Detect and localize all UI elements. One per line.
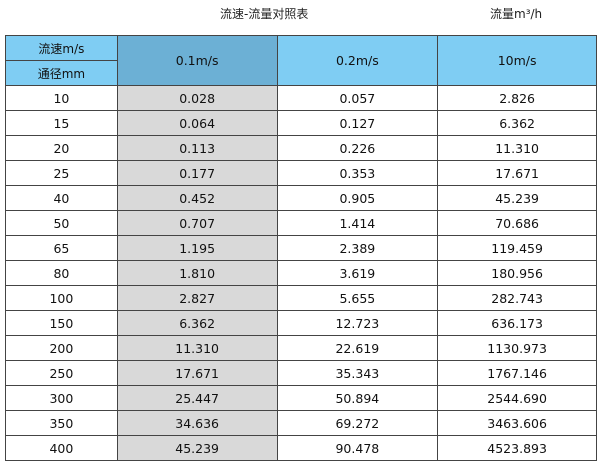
diameter-cell: 100 (5, 285, 118, 311)
table-row: 350 34.636 69.272 3463.606 (5, 410, 597, 436)
flow-cell: 0.452 (116, 185, 278, 211)
flow-cell: 2.389 (276, 235, 439, 261)
table-row: 80 1.810 3.619 180.956 (5, 260, 597, 286)
flow-cell: 25.447 (116, 385, 278, 411)
flow-cell: 11.310 (116, 335, 278, 361)
flow-cell: 6.362 (116, 310, 278, 336)
flow-cell: 2544.690 (437, 385, 597, 411)
flow-cell: 1.195 (116, 235, 278, 261)
flow-cell: 45.239 (116, 435, 278, 461)
column-header-0.1: 0.1m/s (116, 35, 278, 86)
diameter-cell: 15 (5, 110, 118, 136)
flow-cell: 2.826 (437, 85, 597, 111)
flow-cell: 50.894 (276, 385, 439, 411)
flow-cell: 45.239 (437, 185, 597, 211)
flow-cell: 69.272 (276, 410, 439, 436)
diameter-header: 通径mm (5, 60, 118, 86)
flow-cell: 70.686 (437, 210, 597, 236)
diameter-cell: 250 (5, 360, 118, 386)
diameter-cell: 25 (5, 160, 118, 186)
table-row: 50 0.707 1.414 70.686 (5, 210, 597, 236)
flow-cell: 0.028 (116, 85, 278, 111)
table-row: 300 25.447 50.894 2544.690 (5, 385, 597, 411)
flow-table: 流速m/s 0.1m/s 0.2m/s 10m/s 通径mm 10 0.028 0.… (5, 35, 597, 461)
table-row: 15 0.064 0.127 6.362 (5, 110, 597, 136)
flow-cell: 2.827 (116, 285, 278, 311)
flow-cell: 119.459 (437, 235, 597, 261)
flow-cell: 5.655 (276, 285, 439, 311)
flow-cell: 3463.606 (437, 410, 597, 436)
table-row: 400 45.239 90.478 4523.893 (5, 435, 597, 461)
flow-cell: 22.619 (276, 335, 439, 361)
diameter-cell: 150 (5, 310, 118, 336)
velocity-header: 流速m/s (5, 35, 118, 61)
diameter-cell: 350 (5, 410, 118, 436)
flow-cell: 0.057 (276, 85, 439, 111)
flow-cell: 636.173 (437, 310, 597, 336)
flow-cell: 282.743 (437, 285, 597, 311)
flow-cell: 1767.146 (437, 360, 597, 386)
flow-cell: 90.478 (276, 435, 439, 461)
table-row: 10 0.028 0.057 2.826 (5, 85, 597, 111)
flow-cell: 0.113 (116, 135, 278, 161)
table-row: 40 0.452 0.905 45.239 (5, 185, 597, 211)
diameter-cell: 300 (5, 385, 118, 411)
unit-label: 流量m³/h (490, 7, 543, 21)
flow-cell: 11.310 (437, 135, 597, 161)
flow-cell: 4523.893 (437, 435, 597, 461)
flow-cell: 0.707 (116, 210, 278, 236)
flow-cell: 0.127 (276, 110, 439, 136)
table-row: 65 1.195 2.389 119.459 (5, 235, 597, 261)
diameter-cell: 80 (5, 260, 118, 286)
flow-cell: 34.636 (116, 410, 278, 436)
flow-cell: 17.671 (437, 160, 597, 186)
flow-cell: 6.362 (437, 110, 597, 136)
column-header-10: 10m/s (437, 35, 597, 86)
flow-cell: 0.905 (276, 185, 439, 211)
diameter-cell: 65 (5, 235, 118, 261)
flow-cell: 180.956 (437, 260, 597, 286)
diameter-cell: 50 (5, 210, 118, 236)
flow-cell: 0.226 (276, 135, 439, 161)
table-row: 20 0.113 0.226 11.310 (5, 135, 597, 161)
flow-cell: 0.353 (276, 160, 439, 186)
table-row: 25 0.177 0.353 17.671 (5, 160, 597, 186)
flow-cell: 0.177 (116, 160, 278, 186)
column-header-0.2: 0.2m/s (276, 35, 439, 86)
diameter-cell: 400 (5, 435, 118, 461)
flow-cell: 1.414 (276, 210, 439, 236)
table-row: 150 6.362 12.723 636.173 (5, 310, 597, 336)
table-title: 流速-流量对照表 (220, 7, 309, 21)
flow-cell: 0.064 (116, 110, 278, 136)
flow-cell: 17.671 (116, 360, 278, 386)
flow-cell: 35.343 (276, 360, 439, 386)
flow-cell: 1.810 (116, 260, 278, 286)
flow-cell: 1130.973 (437, 335, 597, 361)
table-row: 200 11.310 22.619 1130.973 (5, 335, 597, 361)
flow-cell: 12.723 (276, 310, 439, 336)
table-row: 250 17.671 35.343 1767.146 (5, 360, 597, 386)
diameter-cell: 20 (5, 135, 118, 161)
diameter-cell: 200 (5, 335, 118, 361)
table-row: 100 2.827 5.655 282.743 (5, 285, 597, 311)
flow-cell: 3.619 (276, 260, 439, 286)
diameter-cell: 10 (5, 85, 118, 111)
diameter-cell: 40 (5, 185, 118, 211)
